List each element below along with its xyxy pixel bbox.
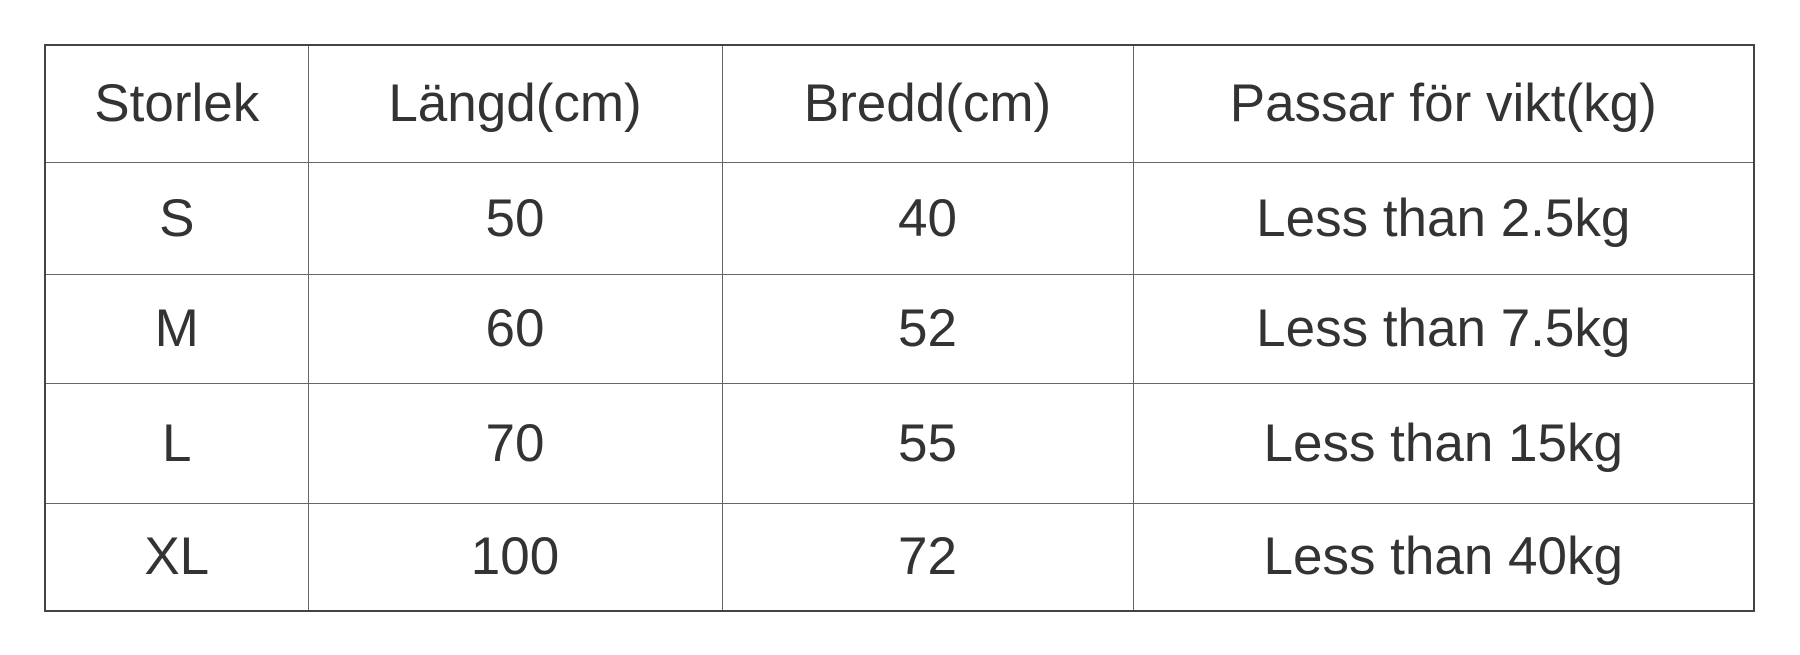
cell-weight: Less than 2.5kg bbox=[1132, 161, 1755, 275]
cell-size: M bbox=[44, 273, 309, 384]
cell-length: 50 bbox=[307, 161, 723, 275]
cell-weight: Less than 15kg bbox=[1132, 382, 1755, 504]
cell-length: 60 bbox=[307, 273, 723, 384]
cell-size: L bbox=[44, 382, 309, 504]
table-row: L 70 55 Less than 15kg bbox=[44, 382, 1755, 504]
cell-width: 40 bbox=[721, 161, 1134, 275]
table-row: S 50 40 Less than 2.5kg bbox=[44, 161, 1755, 275]
table-row: M 60 52 Less than 7.5kg bbox=[44, 273, 1755, 384]
cell-width: 52 bbox=[721, 273, 1134, 384]
cell-length: 100 bbox=[307, 502, 723, 612]
cell-length: 70 bbox=[307, 382, 723, 504]
cell-weight: Less than 7.5kg bbox=[1132, 273, 1755, 384]
size-chart-table: Storlek Längd(cm) Bredd(cm) Passar för v… bbox=[44, 44, 1755, 612]
header-row: Storlek Längd(cm) Bredd(cm) Passar för v… bbox=[44, 44, 1755, 163]
table-row: XL 100 72 Less than 40kg bbox=[44, 502, 1755, 612]
cell-size: S bbox=[44, 161, 309, 275]
cell-weight: Less than 40kg bbox=[1132, 502, 1755, 612]
header-width: Bredd(cm) bbox=[721, 44, 1134, 163]
cell-width: 55 bbox=[721, 382, 1134, 504]
header-size: Storlek bbox=[44, 44, 309, 163]
header-length: Längd(cm) bbox=[307, 44, 723, 163]
cell-width: 72 bbox=[721, 502, 1134, 612]
cell-size: XL bbox=[44, 502, 309, 612]
header-weight: Passar för vikt(kg) bbox=[1132, 44, 1755, 163]
